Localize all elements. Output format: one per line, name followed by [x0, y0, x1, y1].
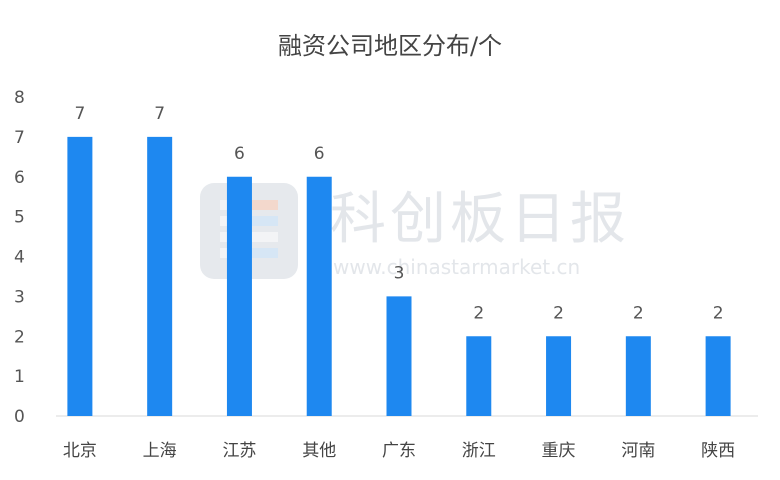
y-tick-label: 7 [14, 128, 25, 148]
x-tick-label: 上海 [143, 441, 177, 461]
bar [386, 296, 412, 416]
data-label: 6 [314, 144, 325, 164]
x-tick-label: 陕西 [701, 441, 735, 461]
bar [705, 336, 731, 416]
bar [466, 336, 492, 416]
y-tick-label: 6 [14, 168, 25, 188]
x-tick-label: 浙江 [462, 441, 496, 461]
chart-title: 融资公司地区分布/个 [278, 32, 502, 60]
bar [226, 176, 252, 416]
y-tick-label: 4 [14, 248, 25, 268]
data-label: 3 [394, 263, 405, 283]
x-tick-label: 广东 [382, 441, 416, 461]
data-label: 2 [553, 303, 564, 323]
watermark-text: 科创板日报 [330, 187, 630, 252]
data-label: 2 [713, 303, 724, 323]
y-tick-label: 1 [14, 367, 25, 387]
x-axis: 北京 上海 江苏 其他 广东 浙江 重庆 河南 陕西 [63, 441, 735, 461]
y-tick-label: 8 [14, 88, 25, 108]
data-labels: 7 7 6 6 3 2 2 2 2 [74, 104, 723, 323]
watermark: 科创板日报 www.chinastarmarket.cn [200, 183, 630, 279]
bar [546, 336, 572, 416]
data-label: 7 [74, 104, 85, 124]
bars [67, 136, 731, 416]
y-tick-label: 2 [14, 327, 25, 347]
x-tick-label: 江苏 [222, 441, 256, 461]
data-label: 6 [234, 144, 245, 164]
bar [67, 136, 93, 416]
x-tick-label: 北京 [63, 441, 97, 461]
x-tick-label: 其他 [302, 441, 336, 461]
data-label: 7 [154, 104, 165, 124]
x-tick-label: 重庆 [542, 441, 576, 461]
bar [625, 336, 651, 416]
y-axis: 0 1 2 3 4 5 6 7 8 [14, 88, 25, 427]
bar [306, 176, 332, 416]
data-label: 2 [633, 303, 644, 323]
bar [147, 136, 173, 416]
watermark-url: www.chinastarmarket.cn [333, 255, 580, 279]
y-tick-label: 5 [14, 208, 25, 228]
x-tick-label: 河南 [621, 441, 655, 461]
y-tick-label: 0 [14, 407, 25, 427]
y-tick-label: 3 [14, 287, 25, 307]
data-label: 2 [473, 303, 484, 323]
